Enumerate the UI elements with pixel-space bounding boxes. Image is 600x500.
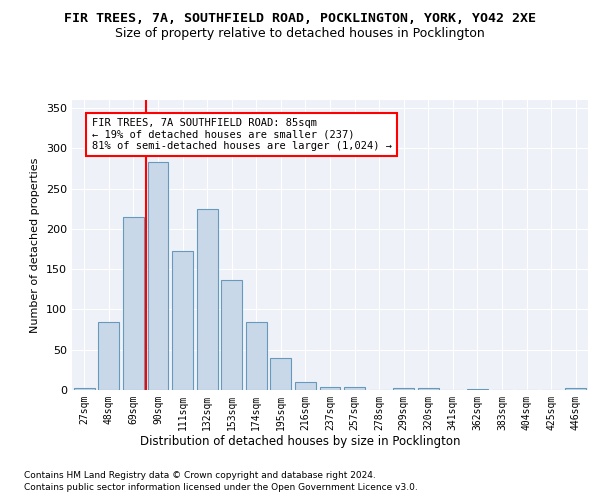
Bar	[393, 388, 414, 390]
Text: Contains public sector information licensed under the Open Government Licence v3: Contains public sector information licen…	[24, 484, 418, 492]
Bar	[123, 217, 144, 390]
Bar	[565, 388, 586, 390]
Bar	[172, 252, 193, 390]
Text: Distribution of detached houses by size in Pocklington: Distribution of detached houses by size …	[140, 435, 460, 448]
Text: FIR TREES, 7A SOUTHFIELD ROAD: 85sqm
← 19% of detached houses are smaller (237)
: FIR TREES, 7A SOUTHFIELD ROAD: 85sqm ← 1…	[92, 118, 392, 151]
Bar	[221, 280, 242, 390]
Y-axis label: Number of detached properties: Number of detached properties	[31, 158, 40, 332]
Bar	[197, 209, 218, 390]
Text: FIR TREES, 7A, SOUTHFIELD ROAD, POCKLINGTON, YORK, YO42 2XE: FIR TREES, 7A, SOUTHFIELD ROAD, POCKLING…	[64, 12, 536, 26]
Bar	[74, 388, 95, 390]
Text: Size of property relative to detached houses in Pocklington: Size of property relative to detached ho…	[115, 28, 485, 40]
Bar	[344, 387, 365, 390]
Text: Contains HM Land Registry data © Crown copyright and database right 2024.: Contains HM Land Registry data © Crown c…	[24, 471, 376, 480]
Bar	[467, 389, 488, 390]
Bar	[418, 388, 439, 390]
Bar	[246, 322, 267, 390]
Bar	[295, 382, 316, 390]
Bar	[271, 358, 292, 390]
Bar	[98, 322, 119, 390]
Bar	[148, 162, 169, 390]
Bar	[320, 387, 340, 390]
